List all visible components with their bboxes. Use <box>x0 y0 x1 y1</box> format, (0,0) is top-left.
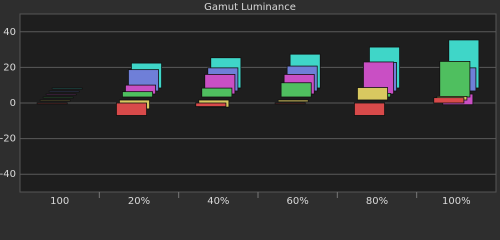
bar <box>433 97 465 104</box>
chart-title: Gamut Luminance <box>204 2 296 13</box>
x-tick-label: 40% <box>207 196 229 207</box>
x-tick-label: 20% <box>128 196 150 207</box>
bar <box>42 96 74 99</box>
bar <box>36 102 68 105</box>
x-tick-label: 80% <box>366 196 388 207</box>
x-tick-label: 100% <box>442 196 471 207</box>
bar <box>195 102 227 107</box>
bar <box>280 82 312 98</box>
x-tick-label: 60% <box>287 196 309 207</box>
bar <box>122 91 153 98</box>
y-tick-label: -20 <box>0 134 16 145</box>
bar <box>439 61 471 98</box>
bar <box>45 93 77 96</box>
bar <box>357 87 388 101</box>
y-tick-label: 0 <box>10 98 16 109</box>
y-tick-label: 40 <box>3 27 16 38</box>
bar <box>277 99 309 103</box>
bar <box>116 102 147 116</box>
bar <box>201 87 233 98</box>
bar <box>274 102 306 105</box>
y-tick-label: 20 <box>3 62 16 73</box>
bar <box>354 102 385 116</box>
chart: Gamut Luminance -40 -20 0 20 40 100 20% 40% 60% 8… <box>0 2 497 207</box>
bar <box>48 90 80 93</box>
y-tick-label: -40 <box>0 169 16 180</box>
bar <box>51 87 83 90</box>
bar <box>39 99 71 102</box>
x-tick-label: 100 <box>50 196 69 207</box>
